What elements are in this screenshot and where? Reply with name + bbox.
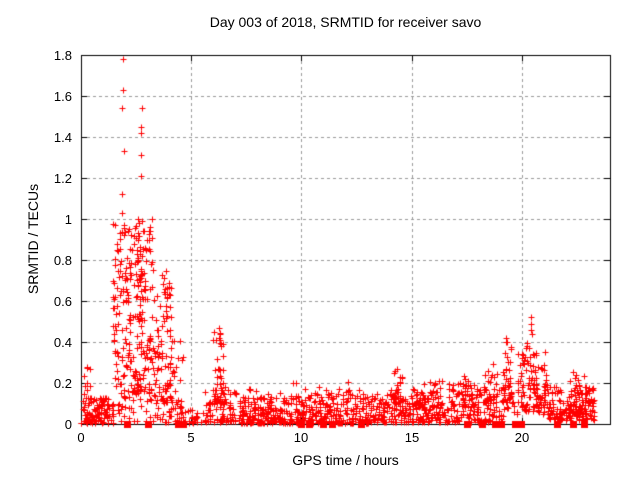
x-tick-label: 20 [514,430,530,445]
y-tick-label: 0.6 [53,294,72,309]
y-tick-label: 0.4 [53,335,72,350]
y-tick-label: 0.8 [53,253,72,268]
y-tick-label: 0.2 [53,376,72,391]
x-tick-label: 5 [187,430,195,445]
x-tick-label: 0 [77,430,85,445]
x-axis-label: GPS time / hours [292,452,399,468]
y-tick-label: 1.2 [53,171,72,186]
chart-title: Day 003 of 2018, SRMTID for receiver sav… [209,14,482,30]
y-tick-label: 0 [64,417,72,432]
x-tick-label: 10 [293,430,309,445]
y-tick-label: 1.4 [53,130,72,145]
x-tick-label: 15 [404,430,420,445]
y-tick-label: 1 [64,212,72,227]
y-tick-label: 1.6 [53,89,72,104]
y-tick-label: 1.8 [53,48,72,63]
